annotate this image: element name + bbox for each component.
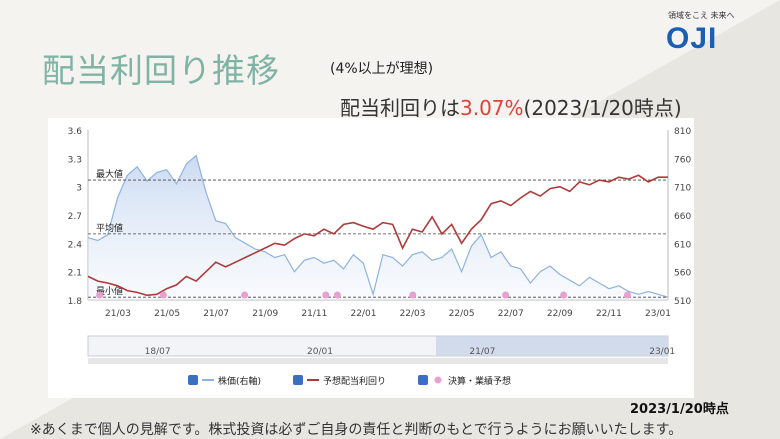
navigator-label: 23/01 (649, 347, 675, 357)
yield-prefix: 配当利回りは (340, 96, 460, 120)
logo-tagline: 領域をこえ 未来へ (668, 11, 735, 20)
chart-panel: 1.8 2.1 2.4 2.7 3 3.3 3.6 510 560 610 660 710 760 810… (48, 118, 694, 398)
y-left-tick-label: 2.1 (68, 269, 82, 279)
navigator-label: 18/07 (145, 347, 171, 357)
event-marker (623, 291, 631, 299)
yield-suffix: (2023/1/20時点) (523, 96, 682, 120)
x-tick-label: 21/11 (301, 309, 327, 319)
navigator-scrollbar (88, 358, 668, 364)
y-left-tick-label: 2.7 (68, 212, 82, 222)
reference-line-label: 最大値 (96, 168, 123, 180)
company-logo: 領域をこえ 未来へ OJI (662, 8, 736, 60)
event-marker (96, 291, 104, 299)
x-tick-label: 22/01 (350, 309, 376, 319)
y-left-tick-label: 3.6 (68, 127, 83, 137)
legend-label: 予想配当利回り (323, 375, 386, 387)
logo-wordmark: OJI (666, 22, 718, 55)
disclaimer: ※あくまで個人の見解です。株式投資は必ずご自身の責任と判断のもとで行うようにお願… (30, 422, 683, 438)
y-right-tick-label: 610 (674, 240, 691, 250)
y-left-tick-label: 3.3 (68, 155, 82, 165)
event-marker (333, 291, 341, 299)
event-marker (409, 291, 417, 299)
legend-label: 株価(右軸) (218, 375, 261, 387)
legend-checkbox (293, 375, 303, 385)
y-left-tick-label: 2.4 (68, 240, 83, 250)
event-marker (241, 291, 249, 299)
y-left-tick-label: 3 (76, 184, 82, 194)
x-tick-label: 21/03 (105, 309, 131, 319)
y-right-tick-label: 810 (674, 127, 691, 137)
reference-line-label: 平均値 (96, 222, 123, 234)
event-marker (502, 291, 510, 299)
yield-value: 3.07% (460, 96, 524, 120)
y-right-tick-label: 710 (674, 184, 691, 194)
x-tick-label: 21/05 (154, 309, 180, 319)
date-note: 2023/1/20時点 (630, 402, 729, 417)
y-right-tick-label: 510 (674, 297, 691, 307)
yield-chart: 1.8 2.1 2.4 2.7 3 3.3 3.6 510 560 610 660 710 760 810… (68, 127, 692, 387)
y-right-tick-label: 760 (674, 155, 691, 165)
y-right-tick-label: 660 (674, 212, 691, 222)
legend-checkbox (188, 375, 198, 385)
event-marker (322, 291, 330, 299)
legend-swatch (434, 376, 442, 384)
x-tick-label: 21/07 (203, 309, 229, 319)
price-area (88, 155, 668, 300)
price-line (87, 154, 669, 298)
x-tick-label: 21/09 (252, 309, 278, 319)
event-marker (159, 291, 167, 299)
yield-summary: 配当利回りは3.07%(2023/1/20時点) (340, 92, 682, 121)
navigator-selection (436, 336, 668, 356)
y-left-tick-label: 1.8 (68, 297, 83, 307)
x-tick-label: 22/05 (449, 309, 475, 319)
navigator-label: 21/07 (469, 347, 495, 357)
x-tick-label: 22/11 (596, 309, 622, 319)
y-right-tick-label: 560 (674, 269, 691, 279)
event-marker (560, 291, 568, 299)
legend-label: 決算・業績予想 (448, 375, 511, 387)
page-title: 配当利回り推移 (42, 51, 280, 90)
title-subnote: (4%以上が理想) (330, 61, 434, 77)
navigator-label: 20/01 (307, 347, 333, 357)
x-tick-label: 22/03 (400, 309, 426, 319)
legend-checkbox (418, 375, 428, 385)
x-tick-label: 22/07 (498, 309, 524, 319)
x-tick-label: 23/01 (645, 309, 671, 319)
yield-line (87, 174, 668, 297)
x-tick-label: 22/09 (547, 309, 573, 319)
